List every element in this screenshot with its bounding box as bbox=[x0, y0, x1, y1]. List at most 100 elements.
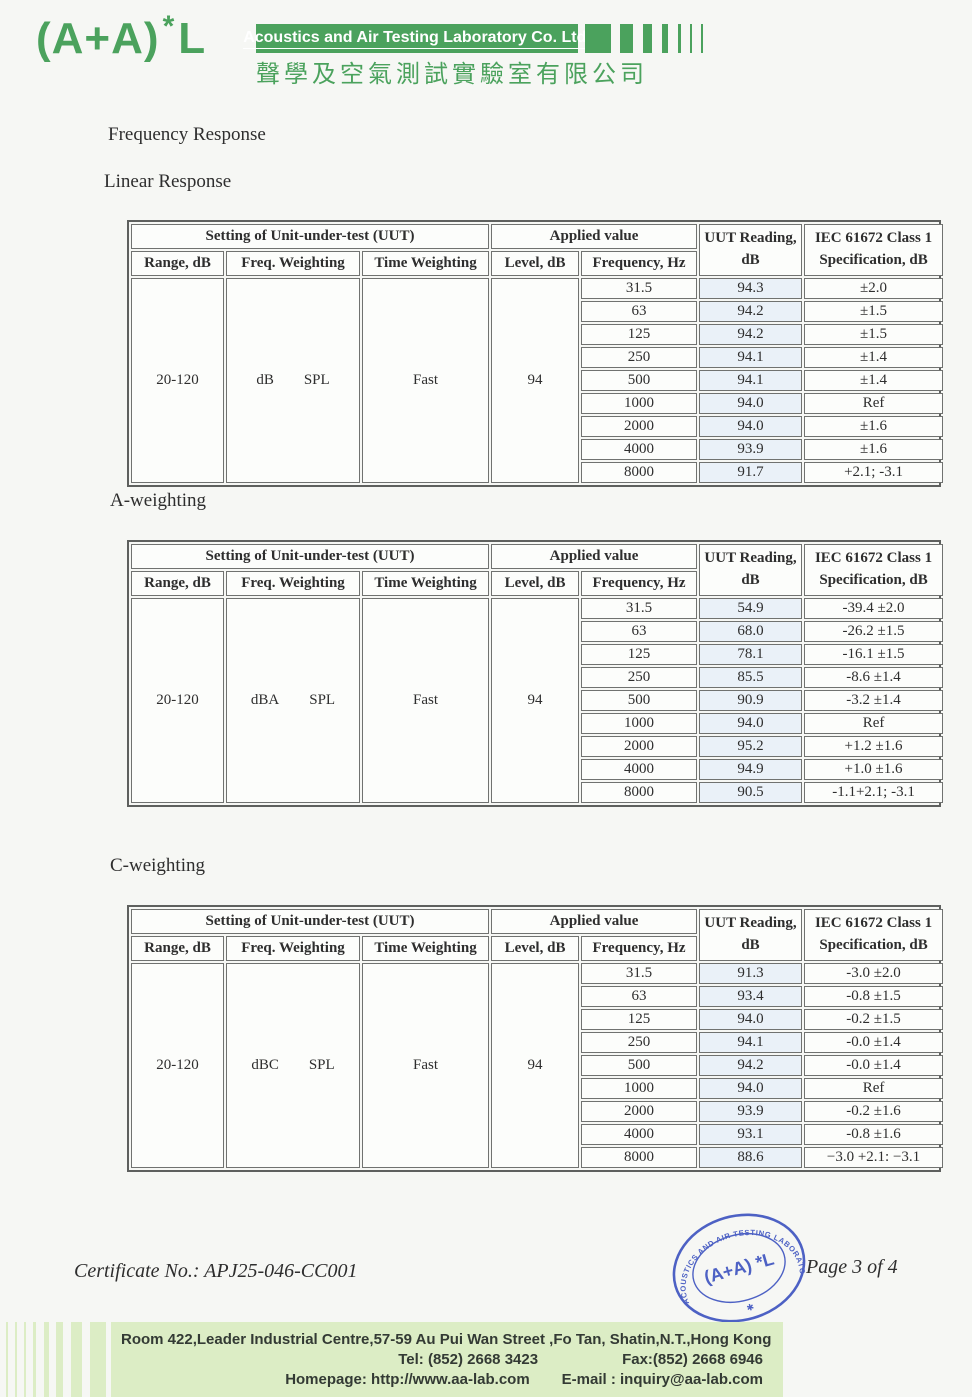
c-weighting-table: Setting of Unit-under-test (UUT) Applied… bbox=[127, 905, 944, 1172]
barcode-bar bbox=[643, 24, 652, 53]
freq-weighting-cell: dBC SPL bbox=[226, 963, 360, 1168]
company-logo: (A+A) *L bbox=[36, 10, 206, 64]
company-name-chinese: 聲學及空氣測試實驗室有限公司 bbox=[256, 61, 648, 88]
table-row: 250 94.1 ±1.4 bbox=[131, 347, 944, 368]
table-subheader-row: Range, dB Freq. Weighting Time Weighting… bbox=[131, 251, 943, 276]
table-row: 20-120 dB SPL Fast 94 31.5 94.3 ±2.0 bbox=[131, 278, 944, 483]
reading-cell: 94.1 bbox=[699, 347, 803, 368]
spec-cell: Ref bbox=[804, 393, 944, 414]
table-row: 2000 94.0 ±1.6 bbox=[131, 416, 944, 437]
footer-tel: Tel: (852) 2668 3423 bbox=[398, 1351, 539, 1368]
table-row: 4000 93.1 -0.8 ±1.6 bbox=[131, 1124, 944, 1145]
level-header: Level, dB bbox=[491, 936, 580, 961]
barcode-bar bbox=[701, 24, 703, 53]
table-row: 8000 88.6 −3.0 +2.1: −3.1 bbox=[131, 1147, 944, 1168]
iec-spec-header-line2: Specification, dB bbox=[819, 937, 928, 953]
stamp-star: ✱ bbox=[745, 1302, 755, 1314]
uut-reading-header-line1: UUT Reading, bbox=[704, 550, 797, 567]
range-header: Range, dB bbox=[131, 571, 224, 596]
time-weighting-cell: Fast bbox=[362, 598, 490, 803]
table-row: 1000 94.0 Ref bbox=[131, 1078, 944, 1099]
table-row: 125 94.0 -0.2 ±1.5 bbox=[131, 1009, 944, 1030]
freq-mode: SPL bbox=[308, 1057, 335, 1073]
frequency-cell: 63 bbox=[581, 986, 698, 1007]
certificate-number: Certificate No.: APJ25-046-CC001 bbox=[74, 1260, 358, 1282]
barcode-bar bbox=[585, 24, 611, 53]
freq-unit: dBA bbox=[250, 692, 280, 708]
frequency-cell: 2000 bbox=[581, 1101, 698, 1122]
table-row: 8000 91.7 +2.1; -3.1 bbox=[131, 462, 944, 483]
uut-reading-header-line1: UUT Reading, bbox=[704, 915, 797, 932]
reading-cell: 88.6 bbox=[699, 1147, 803, 1168]
reading-cell: 94.0 bbox=[699, 1078, 803, 1099]
reading-cell: 93.4 bbox=[699, 986, 803, 1007]
spec-cell: -0.2 ±1.5 bbox=[804, 1009, 944, 1030]
spec-cell: -0.0 ±1.4 bbox=[804, 1055, 944, 1076]
reading-cell: 94.1 bbox=[699, 370, 803, 391]
frequency-cell: 250 bbox=[581, 1032, 698, 1053]
freq-weighting-cell: dBA SPL bbox=[226, 598, 360, 803]
iec-spec-header: IEC 61672 Class 1 Specification, dB bbox=[804, 224, 944, 276]
reading-cell: 91.7 bbox=[699, 462, 803, 483]
spec-cell: -39.4 ±2.0 bbox=[804, 598, 944, 619]
footer-phone-line: Tel: (852) 2668 3423 Fax:(852) 2668 6946 bbox=[121, 1351, 763, 1368]
footer-stripe bbox=[71, 1322, 82, 1397]
time-weighting-header: Time Weighting bbox=[362, 936, 490, 961]
range-header: Range, dB bbox=[131, 251, 224, 276]
uut-reading-header-line1: UUT Reading, bbox=[704, 230, 797, 247]
freq-mode: SPL bbox=[309, 692, 336, 708]
table-subheader-row: Range, dB Freq. Weighting Time Weighting… bbox=[131, 936, 943, 961]
table-row: 500 94.2 -0.0 ±1.4 bbox=[131, 1055, 944, 1076]
freq-unit: dBC bbox=[251, 1057, 279, 1073]
table-subheader-row: Range, dB Freq. Weighting Time Weighting… bbox=[131, 571, 943, 596]
time-weighting-header: Time Weighting bbox=[362, 571, 490, 596]
frequency-cell: 2000 bbox=[581, 736, 698, 757]
range-cell: 20-120 bbox=[131, 598, 224, 803]
iec-spec-header-line1: IEC 61672 Class 1 bbox=[814, 915, 933, 932]
frequency-cell: 125 bbox=[581, 644, 698, 665]
a-weighting-title: A-weighting bbox=[110, 490, 207, 511]
spec-cell: ±1.6 bbox=[804, 439, 944, 460]
setting-group-header: Setting of Unit-under-test (UUT) bbox=[131, 544, 490, 569]
spec-cell: -16.1 ±1.5 bbox=[804, 644, 944, 665]
company-banner: Acoustics and Air Testing Laboratory Co.… bbox=[243, 24, 591, 53]
table-group-header-row: Setting of Unit-under-test (UUT) Applied… bbox=[131, 909, 944, 961]
spec-cell: -1.1+2.1; -3.1 bbox=[804, 782, 944, 803]
frequency-cell: 500 bbox=[581, 370, 698, 391]
footer-stripe bbox=[56, 1322, 63, 1397]
frequency-cell: 500 bbox=[581, 690, 698, 711]
a-weighting-table: Setting of Unit-under-test (UUT) Applied… bbox=[127, 540, 944, 807]
footer-stripe-decoration bbox=[6, 1322, 111, 1397]
frequency-cell: 4000 bbox=[581, 439, 698, 460]
spec-cell: ±1.5 bbox=[804, 324, 944, 345]
footer-homepage: Homepage: http://www.aa-lab.com bbox=[285, 1371, 530, 1388]
page-number: Page 3 of 4 bbox=[806, 1256, 898, 1278]
footer-stripe bbox=[24, 1322, 26, 1397]
table-row: 4000 94.9 +1.0 ±1.6 bbox=[131, 759, 944, 780]
setting-group-header: Setting of Unit-under-test (UUT) bbox=[131, 224, 490, 249]
barcode-decoration bbox=[585, 24, 703, 53]
setting-group-header: Setting of Unit-under-test (UUT) bbox=[131, 909, 490, 934]
footer-stripe bbox=[44, 1322, 49, 1397]
frequency-cell: 1000 bbox=[581, 1078, 698, 1099]
footer-email: E-mail : inquiry@aa-lab.com bbox=[561, 1371, 763, 1388]
reading-cell: 91.3 bbox=[699, 963, 803, 984]
table-row: 63 93.4 -0.8 ±1.5 bbox=[131, 986, 944, 1007]
table-row: 63 94.2 ±1.5 bbox=[131, 301, 944, 322]
level-cell: 94 bbox=[491, 598, 580, 803]
frequency-header: Frequency, Hz bbox=[581, 571, 698, 596]
footer-stripe bbox=[6, 1322, 8, 1397]
frequency-cell: 500 bbox=[581, 1055, 698, 1076]
spec-cell: -8.6 ±1.4 bbox=[804, 667, 944, 688]
frequency-cell: 125 bbox=[581, 1009, 698, 1030]
spec-cell: -26.2 ±1.5 bbox=[804, 621, 944, 642]
table-row: 63 68.0 -26.2 ±1.5 bbox=[131, 621, 944, 642]
range-header: Range, dB bbox=[131, 936, 224, 961]
iec-spec-header-line1: IEC 61672 Class 1 bbox=[814, 230, 933, 247]
uut-reading-header: UUT Reading, dB bbox=[699, 544, 803, 596]
frequency-cell: 1000 bbox=[581, 393, 698, 414]
frequency-cell: 31.5 bbox=[581, 278, 698, 299]
spec-cell: -0.8 ±1.5 bbox=[804, 986, 944, 1007]
footer-fax: Fax:(852) 2668 6946 bbox=[622, 1351, 763, 1368]
freq-weighting-header: Freq. Weighting bbox=[226, 571, 360, 596]
